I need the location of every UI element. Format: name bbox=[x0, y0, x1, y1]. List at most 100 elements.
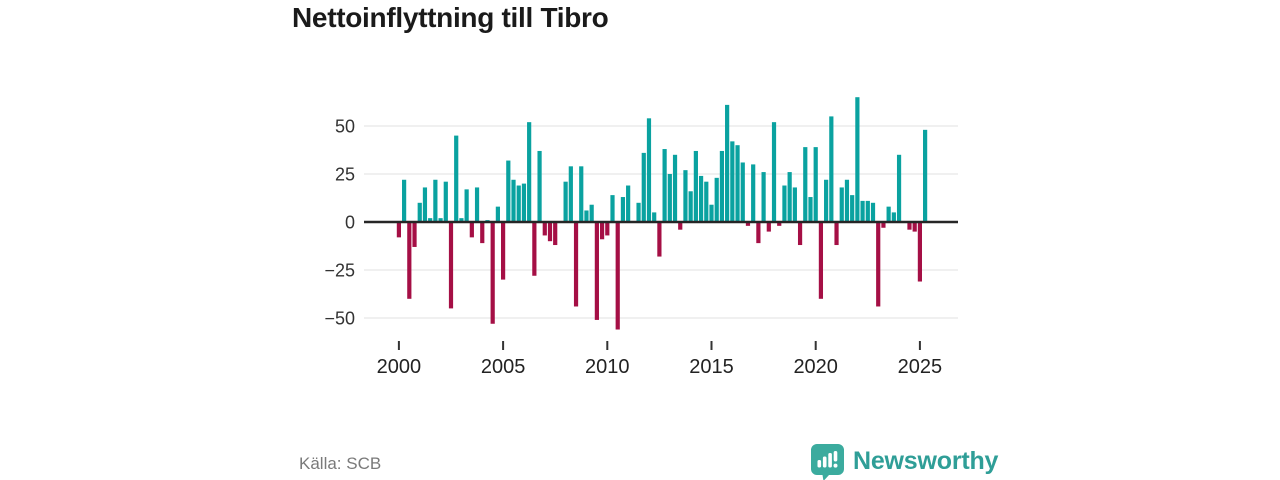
bar bbox=[860, 200, 865, 222]
bar bbox=[865, 200, 870, 222]
bar bbox=[891, 212, 896, 222]
newsworthy-icon bbox=[811, 443, 844, 480]
bar bbox=[573, 222, 579, 307]
y-axis-tick-label: −50 bbox=[324, 309, 355, 329]
bar bbox=[688, 191, 693, 222]
brand-name: Newsworthy bbox=[853, 447, 999, 475]
bar bbox=[725, 104, 730, 222]
bar bbox=[844, 179, 850, 222]
bar bbox=[495, 206, 500, 222]
bar bbox=[433, 179, 438, 222]
bar bbox=[782, 185, 787, 222]
bar bbox=[803, 147, 808, 222]
x-axis-tick-label: 2000 bbox=[377, 356, 422, 378]
bar bbox=[396, 222, 401, 238]
bar bbox=[818, 222, 824, 299]
bar bbox=[735, 145, 740, 222]
bar bbox=[907, 222, 912, 230]
bar bbox=[563, 181, 568, 222]
bar bbox=[704, 181, 709, 222]
bar bbox=[886, 206, 891, 222]
axes: 50 25 0 −25 −50 2000 2005 2010 2015 2020 2025 bbox=[324, 117, 958, 378]
bar bbox=[923, 129, 928, 222]
bar bbox=[652, 212, 657, 222]
x-axis-tick-label: 2025 bbox=[898, 356, 943, 378]
bar bbox=[553, 222, 558, 246]
bar bbox=[417, 202, 422, 222]
bar bbox=[912, 222, 917, 232]
bar bbox=[740, 162, 745, 222]
bar bbox=[771, 122, 777, 222]
bar bbox=[615, 222, 620, 330]
bar bbox=[917, 222, 922, 282]
bar bbox=[599, 222, 605, 240]
bar bbox=[813, 147, 818, 222]
bar bbox=[662, 149, 667, 222]
bar bbox=[443, 181, 448, 222]
bars bbox=[396, 97, 928, 330]
bar bbox=[428, 218, 433, 222]
y-axis-tick-label: 0 bbox=[345, 213, 355, 233]
bar bbox=[448, 222, 454, 309]
x-axis-tick-label: 2005 bbox=[481, 356, 526, 378]
bar bbox=[521, 183, 527, 222]
bar bbox=[667, 174, 672, 222]
bar bbox=[584, 210, 589, 222]
bar bbox=[709, 204, 714, 222]
bar bbox=[870, 202, 876, 222]
bar bbox=[678, 222, 683, 230]
bar bbox=[516, 185, 521, 222]
bar bbox=[474, 187, 480, 222]
bar bbox=[834, 222, 839, 246]
bar bbox=[761, 172, 766, 222]
bar bbox=[808, 197, 813, 222]
bar bbox=[756, 222, 761, 244]
bar bbox=[850, 195, 855, 222]
bar bbox=[469, 222, 474, 238]
bar bbox=[787, 172, 792, 222]
bar bbox=[896, 154, 902, 222]
bar bbox=[792, 187, 797, 222]
bar bbox=[777, 222, 782, 226]
x-axis-tick-label: 2010 bbox=[585, 356, 630, 378]
bar bbox=[402, 179, 407, 222]
bar bbox=[527, 122, 532, 222]
bar bbox=[459, 218, 464, 222]
x-axis-tick-label: 2015 bbox=[689, 356, 734, 378]
brand-logo: Newsworthy bbox=[810, 443, 998, 480]
bar bbox=[839, 187, 844, 222]
bar bbox=[407, 222, 412, 299]
bar bbox=[605, 222, 610, 236]
bar bbox=[751, 164, 756, 222]
bar bbox=[876, 222, 881, 307]
bar bbox=[610, 195, 615, 222]
bar bbox=[412, 222, 417, 247]
bar bbox=[714, 177, 719, 222]
bar bbox=[698, 175, 704, 222]
bar bbox=[745, 222, 751, 226]
bar bbox=[641, 152, 646, 222]
bar bbox=[719, 150, 725, 222]
bar bbox=[620, 197, 626, 222]
bar bbox=[646, 118, 652, 222]
bar bbox=[824, 179, 829, 222]
bar bbox=[568, 166, 573, 222]
bar bbox=[855, 97, 860, 222]
bar bbox=[511, 179, 516, 222]
chart-title: Nettoinflyttning till Tibro bbox=[292, 2, 609, 33]
bar bbox=[506, 160, 511, 222]
y-axis-tick-label: 25 bbox=[335, 165, 355, 185]
bar bbox=[693, 150, 698, 222]
bar bbox=[438, 218, 443, 222]
bar bbox=[542, 222, 547, 236]
bar bbox=[672, 154, 678, 222]
bar bbox=[594, 222, 599, 320]
bar bbox=[480, 222, 485, 244]
bar bbox=[636, 202, 641, 222]
bar bbox=[881, 222, 886, 228]
bar bbox=[537, 150, 542, 222]
x-axis-tick-label: 2020 bbox=[793, 356, 838, 378]
bar bbox=[579, 166, 584, 222]
